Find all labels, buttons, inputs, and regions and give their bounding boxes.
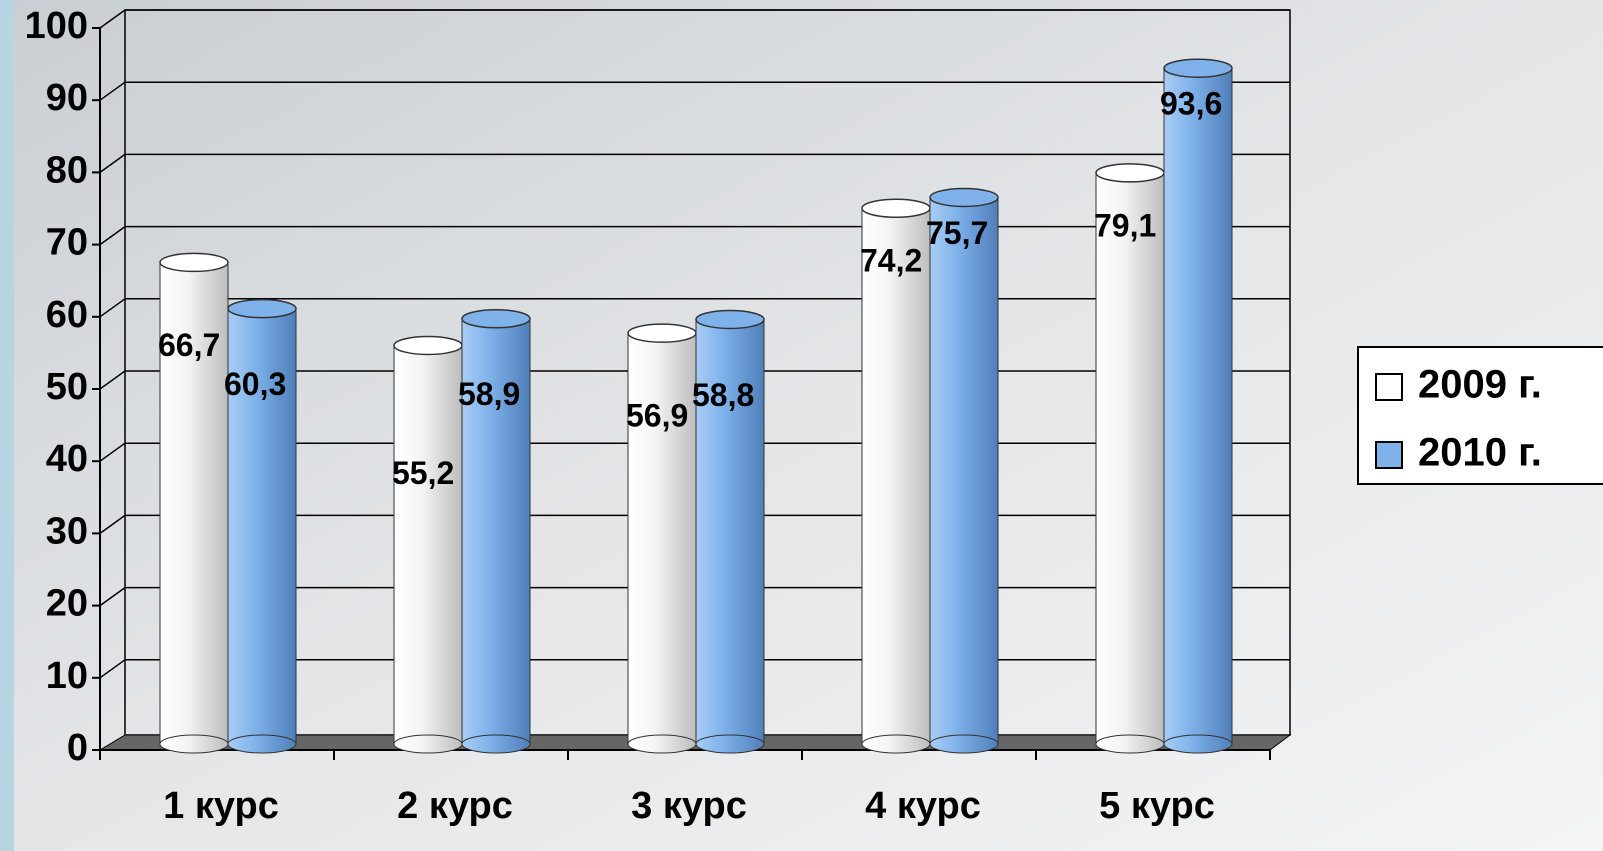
side-strip (0, 0, 14, 851)
bar-bottom (393, 734, 463, 754)
value-label: 58,8 (692, 377, 754, 413)
y-tick-label: 90 (46, 77, 88, 119)
value-label: 79,1 (1094, 207, 1156, 243)
grid-line (99, 514, 126, 535)
bar (929, 196, 999, 745)
bar-top (461, 308, 531, 329)
y-tick-label: 100 (25, 5, 88, 47)
grid-line (99, 153, 126, 174)
grid-line (99, 81, 126, 101)
x-tick-label: 2 курс (397, 785, 513, 827)
bar (1095, 172, 1165, 745)
bar-top (1095, 163, 1165, 183)
bar-bottom (627, 734, 697, 754)
bar (861, 207, 931, 745)
bar-top (227, 298, 297, 319)
bar (461, 318, 531, 745)
bar-bottom (695, 734, 765, 754)
grid-line (99, 370, 126, 390)
bar (695, 318, 765, 745)
y-tick-label: 60 (46, 294, 88, 336)
bar-bottom (227, 734, 297, 754)
bar-top (929, 187, 999, 208)
legend-swatch (1375, 441, 1403, 469)
bar-top (1163, 58, 1233, 78)
grid-line (99, 225, 126, 246)
y-tick-label: 70 (46, 222, 88, 264)
bar (627, 332, 697, 745)
value-label: 58,9 (458, 376, 520, 412)
legend-label: 2009 г. (1418, 363, 1542, 407)
bar-bottom (159, 734, 229, 754)
value-label: 74,2 (860, 243, 922, 279)
grid-line (99, 659, 126, 679)
grid-line (99, 442, 126, 462)
bar-bottom (1095, 734, 1165, 754)
bar-top (695, 309, 765, 330)
bar-top (393, 335, 463, 356)
bar-bottom (1163, 734, 1233, 754)
bar (227, 308, 297, 745)
x-tick-label: 3 курс (631, 785, 747, 827)
y-tick-label: 80 (46, 149, 88, 191)
y-tick-label: 10 (46, 655, 88, 697)
grid-line (99, 9, 126, 29)
bar-top (627, 323, 697, 343)
value-label: 93,6 (1160, 86, 1222, 122)
value-label: 60,3 (224, 366, 286, 402)
y-tick-label: 20 (46, 583, 88, 625)
grid-line (99, 586, 126, 607)
bar-bottom (929, 734, 999, 754)
value-label: 66,7 (158, 327, 220, 363)
bar (1163, 67, 1233, 745)
bar-top (861, 198, 931, 219)
x-tick-label: 4 курс (865, 785, 981, 827)
x-tick-label: 1 курс (163, 785, 279, 827)
y-tick-label: 50 (46, 366, 88, 408)
bar-bottom (861, 734, 931, 754)
value-label: 75,7 (926, 215, 988, 251)
legend-label: 2010 г. (1418, 431, 1542, 475)
value-label: 55,2 (392, 455, 454, 491)
value-label: 56,9 (626, 398, 688, 434)
legend-swatch (1375, 373, 1403, 401)
y-tick-label: 0 (67, 727, 88, 769)
bar-top (159, 252, 229, 273)
bar (159, 261, 229, 745)
x-tick-label: 5 курс (1099, 785, 1215, 827)
bar (393, 344, 463, 745)
y-tick-label: 40 (46, 438, 88, 480)
y-tick-label: 30 (46, 510, 88, 552)
grid-line (99, 298, 126, 318)
bar-bottom (461, 734, 531, 754)
